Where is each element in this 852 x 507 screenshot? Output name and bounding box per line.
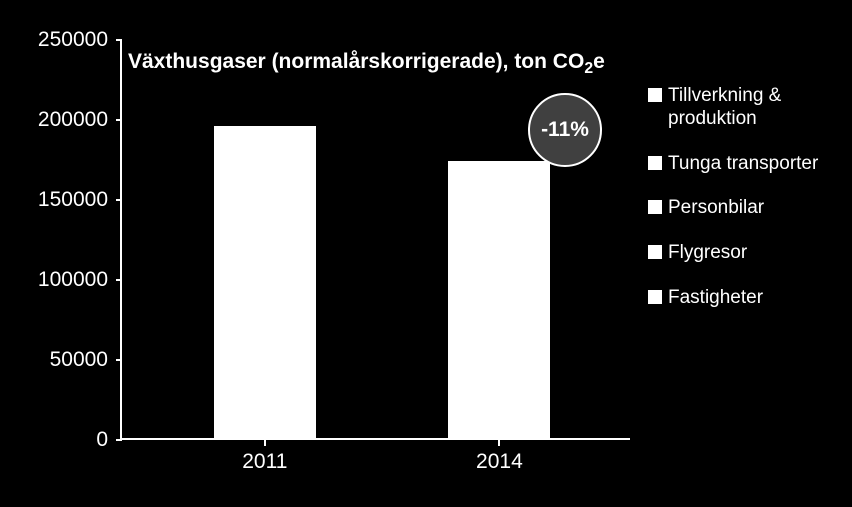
y-tick [116,279,122,281]
x-tick-label: 2011 [242,450,287,474]
x-tick [264,440,266,446]
legend-item: Personbilar [648,197,818,220]
x-tick [498,440,500,446]
legend-label: Personbilar [668,197,764,220]
legend-swatch [648,290,662,304]
y-tick-label: 150000 [18,188,108,212]
title-post: e [593,50,605,73]
legend-label: Fastigheter [668,287,763,310]
y-tick-label: 200000 [18,108,108,132]
legend-item: Flygresor [648,242,818,265]
y-tick-label: 50000 [18,348,108,372]
legend-item: Fastigheter [648,287,818,310]
legend-label: Flygresor [668,242,747,265]
change-badge: -11% [528,93,602,167]
y-tick-label: 0 [18,428,108,452]
legend-label: Tillverkning & produktion [668,85,781,131]
bar [214,126,316,438]
y-tick [116,39,122,41]
chart-title: Växthusgaser (normalårskorrigerade), ton… [128,50,605,78]
bar [448,161,550,438]
y-tick [116,119,122,121]
x-tick-label: 2014 [476,450,523,474]
badge-text: -11% [541,118,589,142]
legend-item: Tillverkning & produktion [648,85,818,131]
chart-container: Växthusgaser (normalårskorrigerade), ton… [20,10,832,497]
y-tick-label: 100000 [18,268,108,292]
y-tick-label: 250000 [18,28,108,52]
legend-swatch [648,200,662,214]
y-tick [116,199,122,201]
y-tick [116,439,122,441]
legend-swatch [648,156,662,170]
y-tick [116,359,122,361]
legend: Tillverkning & produktion Tunga transport… [648,85,818,332]
legend-label: Tunga transporter [668,153,818,176]
title-sub: 2 [584,60,593,77]
legend-swatch [648,88,662,102]
legend-swatch [648,245,662,259]
title-pre: Växthusgaser (normalårskorrigerade), ton… [128,50,584,73]
legend-item: Tunga transporter [648,153,818,176]
